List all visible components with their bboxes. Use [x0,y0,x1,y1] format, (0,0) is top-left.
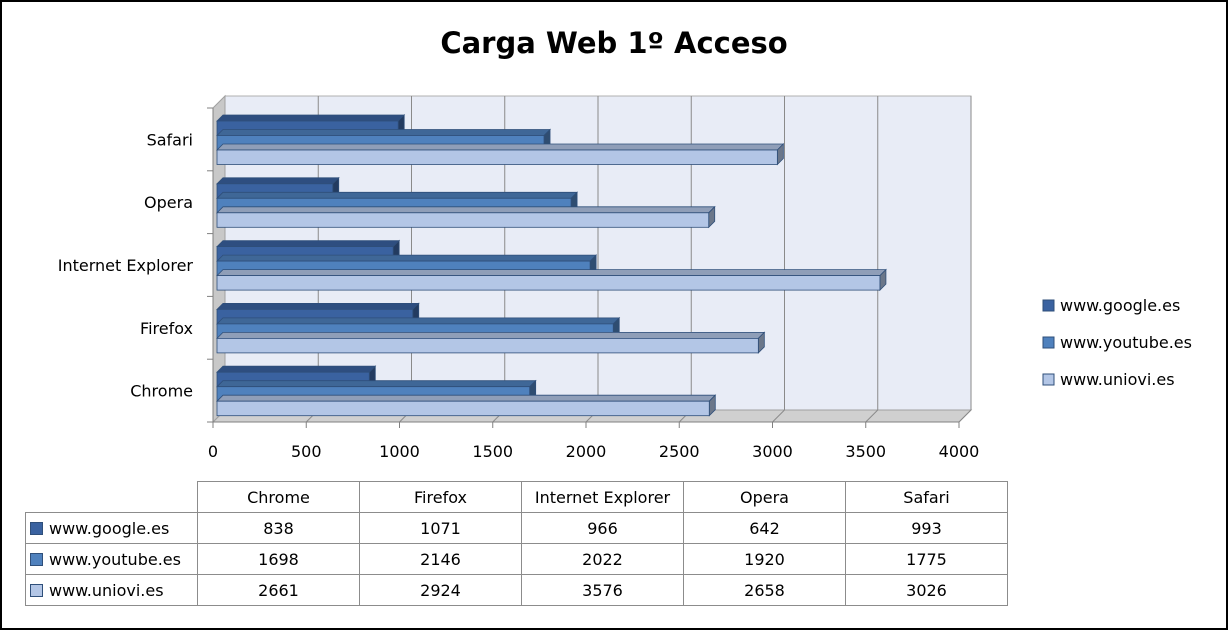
table-row: www.youtube.es 1698 2146 2022 1920 1775 [25,543,1008,575]
table-row: www.google.es 838 1071 966 642 993 [25,512,1008,544]
legend-label: www.youtube.es [1060,333,1192,352]
data-table: Chrome Firefox Internet Explorer Opera Safar… [25,481,1008,606]
table-corner [26,482,198,513]
legend-swatch [1042,336,1055,349]
table-value-cell: 2658 [683,574,846,606]
bar-top [216,394,717,402]
table-series-cell: www.youtube.es [25,543,198,575]
table-series-cell: www.uniovi.es [25,574,198,606]
table-value-cell: 1775 [845,543,1008,575]
table-legend-swatch [30,552,43,566]
y-tick-label: Safari [147,130,193,149]
table-header-cell: Safari [845,481,1008,513]
chart-title: Carga Web 1º Acceso [440,26,787,60]
bar-top [216,365,377,373]
bar [216,400,710,417]
table-value-cell: 2146 [359,543,522,575]
bar [216,275,881,291]
table-value-cell: 1071 [359,512,522,544]
table-header-cell: Chrome [197,481,360,513]
table-series-label: www.uniovi.es [49,580,164,600]
gridline-floor [865,409,879,423]
table-value-cell: 966 [521,512,684,544]
bar-top [216,206,716,214]
bar-top [216,240,401,248]
x-tick-label: 3000 [752,442,793,461]
legend-label: www.google.es [1060,296,1180,315]
x-tick-label: 3500 [845,442,886,461]
table-series-label: www.google.es [49,518,170,538]
gridline-floor [958,409,972,423]
bar-top [216,331,766,339]
table-header-cell: Firefox [359,481,522,513]
table-value-cell: 642 [683,512,846,544]
legend-label: www.uniovi.es [1060,370,1175,389]
table-value-cell: 1920 [683,543,846,575]
bar-top [216,129,552,136]
table-header-cell: Internet Explorer [521,481,684,513]
bar [216,149,778,165]
legend-swatch [1042,299,1055,312]
bar [216,212,710,228]
bar-top [216,114,406,122]
y-tick-label: Opera [144,193,193,212]
x-tick-label: 500 [291,442,322,461]
bar-top [216,191,579,199]
x-tick-label: 4000 [939,442,980,461]
legend-swatch [1042,373,1055,386]
bar-top [216,143,785,151]
x-tick-label: 0 [208,442,218,461]
gridline-floor [772,409,785,423]
table-legend-swatch [30,521,43,535]
table-legend-swatch [30,583,43,597]
bar-top [216,317,621,325]
table-series-label: www.youtube.es [49,549,181,569]
bar-top [216,380,537,388]
table-value-cell: 3576 [521,574,684,606]
x-tick-label: 2000 [566,442,607,461]
table-value-cell: 3026 [845,574,1008,606]
bar-top [216,302,420,310]
bar-top [216,177,340,185]
y-tick-label: Firefox [140,319,193,338]
bar-top [216,269,887,277]
y-tick-label: Chrome [130,382,193,401]
table-value-cell: 838 [197,512,360,544]
x-tick-label: 1000 [379,442,420,461]
bar [216,337,759,354]
table-header-cell: Opera [683,481,846,513]
table-header-row: Chrome Firefox Internet Explorer Opera Safar… [26,481,1008,513]
table-series-cell: www.google.es [25,512,198,544]
bar-top [216,254,598,262]
table-value-cell: 2661 [197,574,360,606]
table-value-cell: 2924 [359,574,522,606]
table-row: www.uniovi.es 2661 2924 3576 2658 3026 [25,574,1008,606]
table-value-cell: 1698 [197,543,360,575]
table-value-cell: 993 [845,512,1008,544]
x-tick-label: 2500 [659,442,700,461]
x-tick-label: 1500 [472,442,513,461]
table-value-cell: 2022 [521,543,684,575]
y-tick-label: Internet Explorer [58,256,194,275]
